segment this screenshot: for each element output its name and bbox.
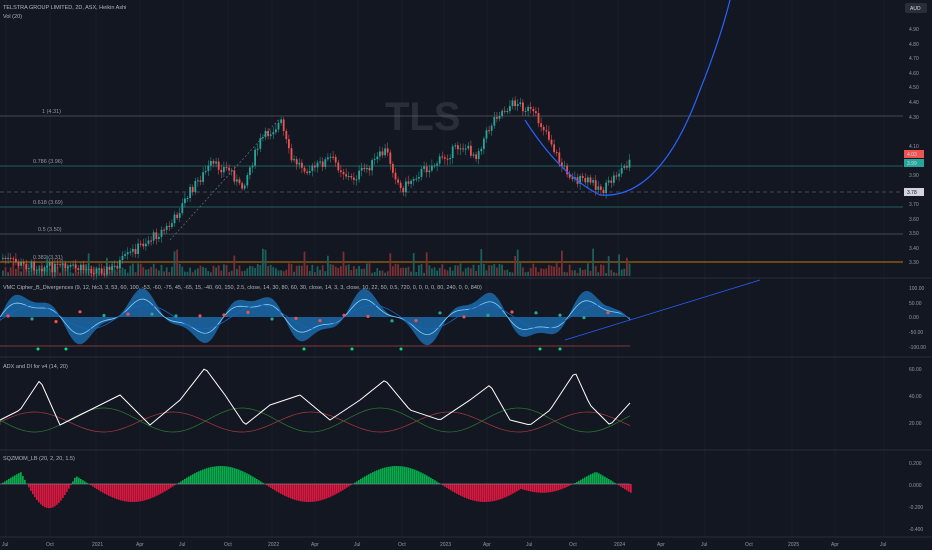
cipher-tick: -100.00 [909, 345, 926, 351]
adx-tick: 40.00 [909, 394, 922, 400]
current-price-tag-2: 3.99 [907, 161, 917, 167]
price-tick: 3.30 [909, 260, 919, 266]
volume-title: Vol (20) [3, 14, 22, 20]
time-tick: 2023 [440, 542, 451, 548]
price-tick: 3.90 [909, 173, 919, 179]
squeeze-tick: 0.000 [909, 483, 922, 489]
time-tick: Apr [311, 542, 319, 548]
price-tick: 4.60 [909, 71, 919, 77]
price-tick: 4.40 [909, 100, 919, 106]
adx-axis: 60.00 40.00 20.00 [909, 367, 922, 427]
squeeze-pane [0, 466, 632, 509]
cipher-trendline[interactable] [564, 279, 761, 341]
time-tick: 2024 [614, 542, 625, 548]
price-tick: 4.10 [909, 144, 919, 150]
adx-tick: 20.00 [909, 421, 922, 427]
fib-levels: 1 (4.31) 0.786 (3.96) 0.618 (3.69) 0.5 (… [0, 109, 903, 263]
price-tick: 3.50 [909, 231, 919, 237]
squeeze-title: SQZMOM_LB (20, 2, 20, 1.5) [3, 456, 75, 462]
price-tick: 3.60 [909, 217, 919, 223]
price-tick: 4.30 [909, 115, 919, 121]
time-tick: Oct [569, 542, 577, 548]
cipher-pane [0, 288, 631, 351]
squeeze-tick: -0.400 [909, 527, 923, 533]
parabolic-curve[interactable] [524, 0, 731, 196]
cipher-title: VMC Cipher_B_Divergences (9, 12, hlc3, 3… [3, 285, 482, 291]
time-tick: Oct [224, 542, 232, 548]
fib-label-0618: 0.618 (3.69) [33, 200, 63, 206]
fib-label-05: 0.5 (3.50) [38, 227, 62, 233]
cipher-tick: -50.00 [909, 330, 923, 336]
cipher-tick: 50.00 [909, 301, 922, 307]
price-tick: 4.80 [909, 42, 919, 48]
trend-line[interactable] [169, 117, 281, 241]
price-tick: 3.40 [909, 246, 919, 252]
time-tick: Apr [136, 542, 144, 548]
fib-label-0786: 0.786 (3.96) [33, 159, 63, 165]
time-tick: Jul [179, 542, 185, 548]
time-tick: Oct [398, 542, 406, 548]
current-price-markers: 4.03 3.99 3.78 [904, 150, 924, 196]
time-tick: 2022 [268, 542, 279, 548]
time-tick: Apr [831, 542, 839, 548]
time-tick: Jul [354, 542, 360, 548]
time-tick: Jul [2, 542, 8, 548]
cipher-tick: 100.00 [909, 286, 925, 292]
time-tick: Apr [657, 542, 665, 548]
symbol-title: TELSTRA GROUP LIMITED, 2D, ASX, Heikin A… [3, 5, 126, 11]
cipher-tick: 0.00 [909, 315, 919, 321]
price-candles [2, 96, 631, 281]
adx-pane [0, 368, 631, 433]
currency-box[interactable] [905, 3, 927, 13]
price-tick: 4.50 [909, 85, 919, 91]
currency-label: AUD [910, 6, 921, 12]
adx-title: ADX and DI for v4 (14, 20) [3, 364, 68, 370]
price-tick: 4.90 [909, 27, 919, 33]
vertical-grid [5, 0, 885, 537]
symbol-watermark: TLS [385, 95, 461, 139]
squeeze-axis: 0.200 0.000 -0.200 -0.400 [909, 461, 923, 533]
time-tick: 2025 [788, 542, 799, 548]
time-tick: 2021 [92, 542, 103, 548]
time-tick: Jul [701, 542, 707, 548]
price-axis[interactable]: AUD 4.90 4.80 4.70 4.60 4.50 4.40 4.30 4.10 3.90… [905, 3, 927, 266]
level-tag: 3.78 [907, 190, 917, 196]
time-tick: Jul [880, 542, 886, 548]
time-tick: Jul [526, 542, 532, 548]
time-axis[interactable]: Jul Oct 2021 Apr Jul Oct 2022 Apr Jul Oct 2023 Apr J… [2, 542, 886, 548]
adx-tick: 60.00 [909, 367, 922, 373]
time-tick: Oct [745, 542, 753, 548]
cipher-axis: 100.00 50.00 0.00 -50.00 -100.00 [909, 286, 926, 351]
price-tick: 3.70 [909, 202, 919, 208]
time-tick: Apr [483, 542, 491, 548]
time-tick: Oct [46, 542, 54, 548]
squeeze-tick: -0.200 [909, 505, 923, 511]
squeeze-tick: 0.200 [909, 461, 922, 467]
price-tick: 4.70 [909, 56, 919, 62]
current-price-tag: 4.03 [907, 152, 917, 158]
fib-label-1: 1 (4.31) [42, 109, 61, 115]
